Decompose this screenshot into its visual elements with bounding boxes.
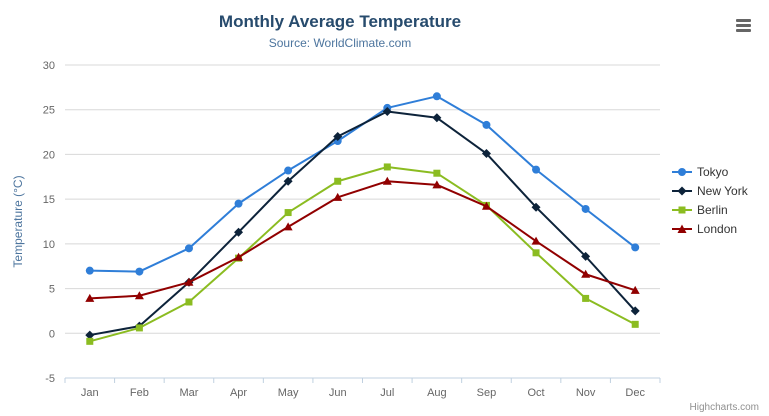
series-london-marker[interactable] [581, 269, 591, 278]
legend: Tokyo New York Berlin London [672, 162, 748, 238]
y-axis-label: 0 [49, 328, 55, 340]
series-line-london [89, 180, 636, 300]
series-london-marker[interactable] [382, 176, 392, 185]
x-axis-label: Dec [625, 387, 645, 399]
series-berlin-marker[interactable] [582, 294, 590, 302]
x-axis-label: Nov [576, 387, 596, 399]
x-axis-label: Sep [477, 387, 497, 399]
series-berlin-marker[interactable] [631, 320, 639, 328]
series-london-marker[interactable] [283, 222, 293, 231]
series-new-york-marker[interactable] [481, 149, 491, 159]
series-london-marker[interactable] [184, 277, 194, 286]
series-tokyo-marker[interactable] [184, 244, 193, 253]
x-axis-label: Feb [130, 387, 149, 399]
series-tokyo-marker[interactable] [135, 267, 144, 276]
series-tokyo-marker[interactable] [284, 166, 293, 175]
series-berlin-marker[interactable] [185, 298, 193, 306]
legend-label-berlin: Berlin [697, 202, 728, 217]
series-line-berlin [89, 165, 636, 343]
legend-item-berlin[interactable]: Berlin [672, 200, 748, 219]
legend-label-london: London [697, 221, 738, 236]
legend-marker-new-york [672, 186, 692, 195]
series-line-new-york [89, 110, 636, 337]
chart-subtitle: Source: WorldClimate.com [268, 36, 412, 50]
series-berlin-marker[interactable] [135, 324, 143, 332]
series-berlin-marker[interactable] [433, 169, 441, 177]
series-new-york-marker[interactable] [432, 113, 442, 123]
y-axis-label: -5 [45, 373, 55, 385]
series-london-marker[interactable] [432, 180, 442, 189]
series-london-marker[interactable] [85, 293, 95, 302]
chart-title: Monthly Average Temperature [218, 12, 462, 31]
legend-label-new-york: New York [697, 183, 748, 198]
y-axis-title: Temperature (°C) [11, 175, 25, 267]
export-menu-button[interactable] [731, 14, 755, 36]
series-tokyo-marker[interactable] [581, 204, 590, 213]
y-axis-label: 15 [43, 194, 55, 206]
y-axis-label: 10 [43, 239, 55, 251]
legend-label-tokyo: Tokyo [697, 164, 729, 179]
series-tokyo-marker[interactable] [532, 165, 541, 174]
series-tokyo-marker[interactable] [432, 92, 441, 101]
series-new-york-marker[interactable] [630, 306, 640, 316]
y-axis-label: 25 [43, 105, 55, 117]
series-berlin-marker[interactable] [532, 249, 540, 257]
y-axis-label: 30 [43, 60, 55, 72]
legend-marker-london [672, 224, 692, 233]
legend-item-new-york[interactable]: New York [672, 181, 748, 200]
series-berlin-marker[interactable] [284, 209, 292, 217]
hamburger-icon [735, 17, 751, 34]
series-berlin-marker[interactable] [86, 337, 94, 345]
series-new-york-marker[interactable] [382, 107, 392, 117]
series-tokyo-marker[interactable] [85, 266, 94, 275]
series-new-york-marker[interactable] [333, 132, 343, 142]
series-new-york-marker[interactable] [531, 202, 541, 212]
x-axis-label: Apr [230, 387, 247, 399]
series-tokyo-marker[interactable] [234, 199, 243, 208]
legend-marker-tokyo [672, 167, 692, 176]
series-berlin-marker[interactable] [383, 163, 391, 171]
series-new-york-marker[interactable] [85, 330, 95, 340]
x-axis-label: May [278, 387, 299, 399]
series-london-marker[interactable] [234, 252, 244, 261]
credits-link[interactable]: Highcharts.com [689, 402, 759, 413]
x-axis-label: Mar [179, 387, 198, 399]
legend-item-tokyo[interactable]: Tokyo [672, 162, 748, 181]
x-axis-label: Aug [427, 387, 447, 399]
x-axis-label: Jun [329, 387, 347, 399]
series-new-york-marker[interactable] [234, 227, 244, 237]
series-new-york-marker[interactable] [581, 251, 591, 261]
y-axis-label: 5 [49, 284, 55, 296]
legend-item-london[interactable]: London [672, 219, 748, 238]
series-berlin-marker[interactable] [334, 177, 342, 185]
series-tokyo-marker[interactable] [631, 243, 640, 252]
series-tokyo-marker[interactable] [482, 120, 491, 129]
x-axis-label: Oct [527, 387, 544, 399]
series-line-tokyo [89, 95, 636, 273]
legend-marker-berlin [672, 206, 692, 213]
series-london-marker[interactable] [531, 236, 541, 245]
x-axis-label: Jan [81, 387, 99, 399]
series-london-marker[interactable] [630, 285, 640, 294]
x-axis-label: Jul [380, 387, 394, 399]
y-axis-label: 20 [43, 149, 55, 161]
series-london-marker[interactable] [333, 192, 343, 201]
series-london-marker[interactable] [481, 201, 491, 210]
series-london-marker[interactable] [134, 291, 144, 300]
series-new-york-marker[interactable] [283, 176, 293, 186]
